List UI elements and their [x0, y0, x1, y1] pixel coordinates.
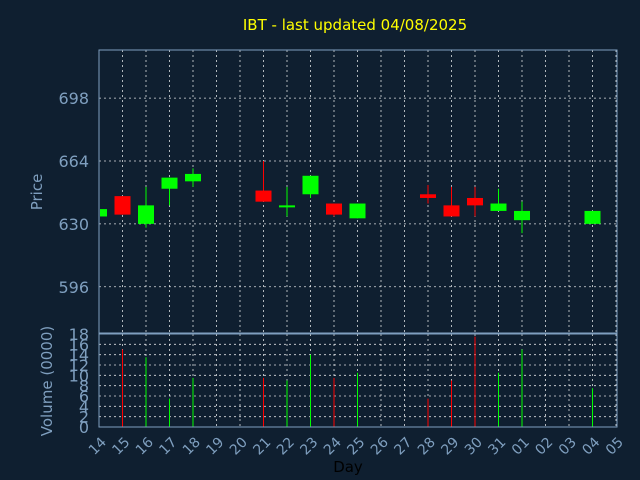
price-axis-label: Price [28, 174, 46, 211]
price-tick-label: 698 [58, 89, 89, 108]
x-tick-label: 02 [532, 435, 556, 459]
volume-tick-label: 0 [79, 418, 89, 437]
candle-body [302, 175, 319, 195]
candle-body [138, 205, 154, 224]
volume-tick-label: 12 [69, 356, 89, 375]
volume-axis-label: Volume (0000) [38, 326, 56, 436]
x-tick-label: 26 [368, 434, 392, 458]
x-tick-label: 18 [180, 435, 204, 459]
volume-tick-label: 6 [79, 387, 89, 406]
x-tick-label: 22 [274, 435, 298, 459]
price-tick-label: 664 [58, 152, 89, 171]
x-axis-label: Day [333, 458, 363, 476]
x-tick-label: 15 [109, 435, 133, 459]
volume-plot-frame [98, 333, 618, 428]
candle-body [185, 173, 201, 182]
price-tick-label: 630 [58, 215, 89, 234]
price-panel: 596 630 664 698 [58, 49, 618, 334]
x-tick-label: 05 [603, 435, 627, 459]
candle-body [114, 196, 131, 215]
x-tick-label: 16 [133, 434, 157, 458]
candle-body [349, 203, 366, 219]
candle-body [255, 190, 272, 202]
x-tick-label: 25 [344, 435, 368, 459]
volume-tick-label: 2 [79, 408, 89, 427]
x-tick-label: 31 [485, 435, 509, 459]
price-plot-frame [98, 49, 618, 334]
volume-tick-label: 4 [79, 397, 89, 416]
x-tick-label: 28 [415, 435, 439, 459]
volume-tick-label: 10 [69, 366, 89, 385]
x-tick-label: 19 [203, 435, 227, 459]
x-axis: 14 15 16 17 18 19 20 21 22 23 24 25 26 27 28 29 30 31 01 02… [86, 434, 627, 458]
x-tick-label: 21 [250, 435, 274, 459]
candle-body [584, 210, 601, 224]
volume-tick-label: 16 [69, 335, 89, 354]
x-tick-label: 03 [556, 435, 580, 459]
candle-body [443, 205, 460, 217]
volume-tick-label: 14 [69, 346, 89, 365]
x-tick-label: 14 [86, 434, 110, 458]
x-tick-label: 29 [438, 435, 462, 459]
x-tick-label: 01 [509, 435, 533, 459]
x-tick-label: 20 [227, 435, 251, 459]
candle-body [279, 205, 295, 208]
volume-tick-label: 18 [69, 325, 89, 344]
chart-title: IBT - last updated 04/08/2025 [243, 16, 467, 34]
candle-body [467, 197, 483, 206]
volume-tick-label: 8 [79, 377, 89, 396]
price-tick-label: 596 [58, 278, 89, 297]
x-tick-label: 23 [297, 435, 321, 459]
x-tick-label: 30 [462, 435, 486, 459]
candle-body [514, 210, 530, 221]
candle-body [161, 177, 178, 189]
candle-body [490, 203, 507, 211]
candle-body [326, 203, 342, 215]
x-tick-label: 24 [321, 434, 345, 458]
x-tick-label: 04 [579, 434, 603, 458]
x-tick-label: 17 [156, 435, 180, 459]
x-tick-label: 27 [391, 435, 415, 459]
candle-body [100, 209, 107, 217]
candle-body [420, 194, 436, 198]
